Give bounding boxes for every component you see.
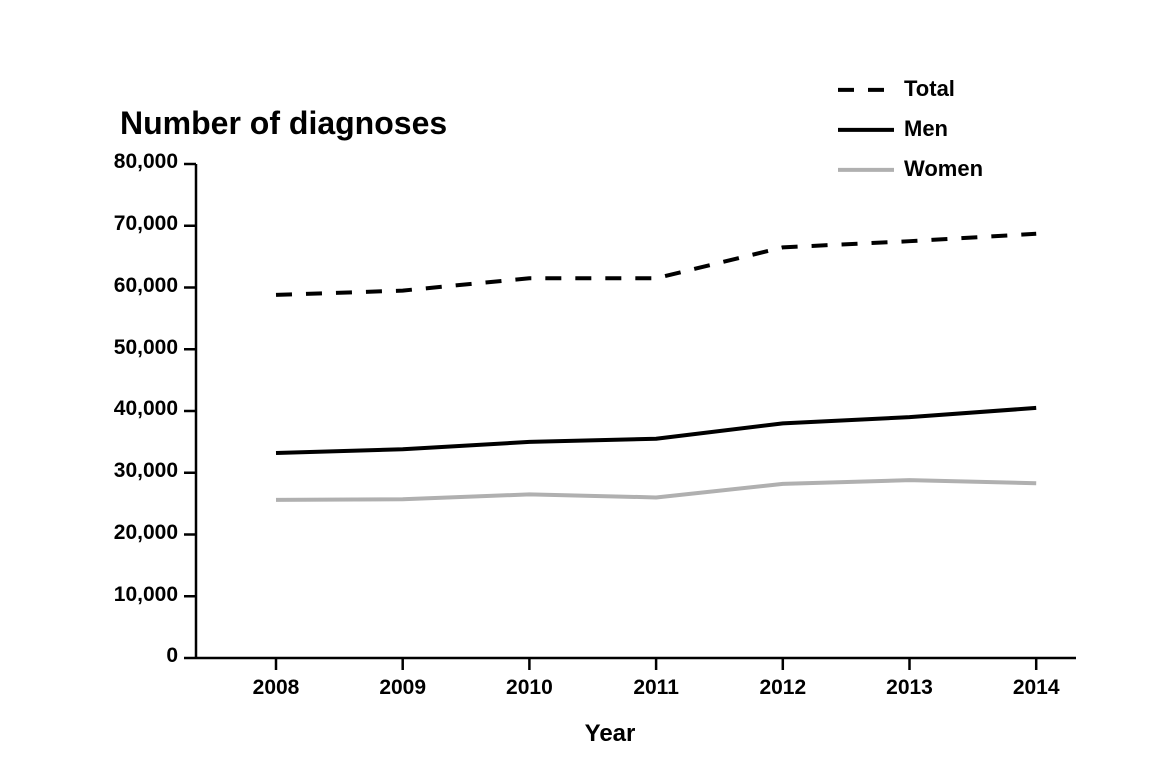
- series-total: [276, 234, 1036, 295]
- y-tick-label: 50,000: [114, 336, 178, 360]
- y-tick-label: 30,000: [114, 459, 178, 483]
- legend-label: Men: [904, 116, 948, 142]
- x-tick-label: 2011: [616, 676, 696, 700]
- legend-label: Women: [904, 156, 983, 182]
- y-tick-label: 0: [166, 644, 178, 668]
- legend-label: Total: [904, 76, 955, 102]
- x-tick-label: 2009: [363, 676, 443, 700]
- series-women: [276, 480, 1036, 500]
- chart-container: Number of diagnoses 010,00020,00030,0004…: [0, 0, 1172, 783]
- x-tick-label: 2008: [236, 676, 316, 700]
- x-tick-label: 2012: [743, 676, 823, 700]
- series-men: [276, 408, 1036, 453]
- x-tick-label: 2010: [489, 676, 569, 700]
- y-tick-label: 60,000: [114, 274, 178, 298]
- x-tick-label: 2013: [870, 676, 950, 700]
- y-tick-label: 70,000: [114, 212, 178, 236]
- y-tick-label: 40,000: [114, 397, 178, 421]
- y-tick-label: 10,000: [114, 583, 178, 607]
- y-tick-label: 80,000: [114, 150, 178, 174]
- y-tick-label: 20,000: [114, 521, 178, 545]
- x-tick-label: 2014: [996, 676, 1076, 700]
- x-axis-label: Year: [560, 720, 660, 748]
